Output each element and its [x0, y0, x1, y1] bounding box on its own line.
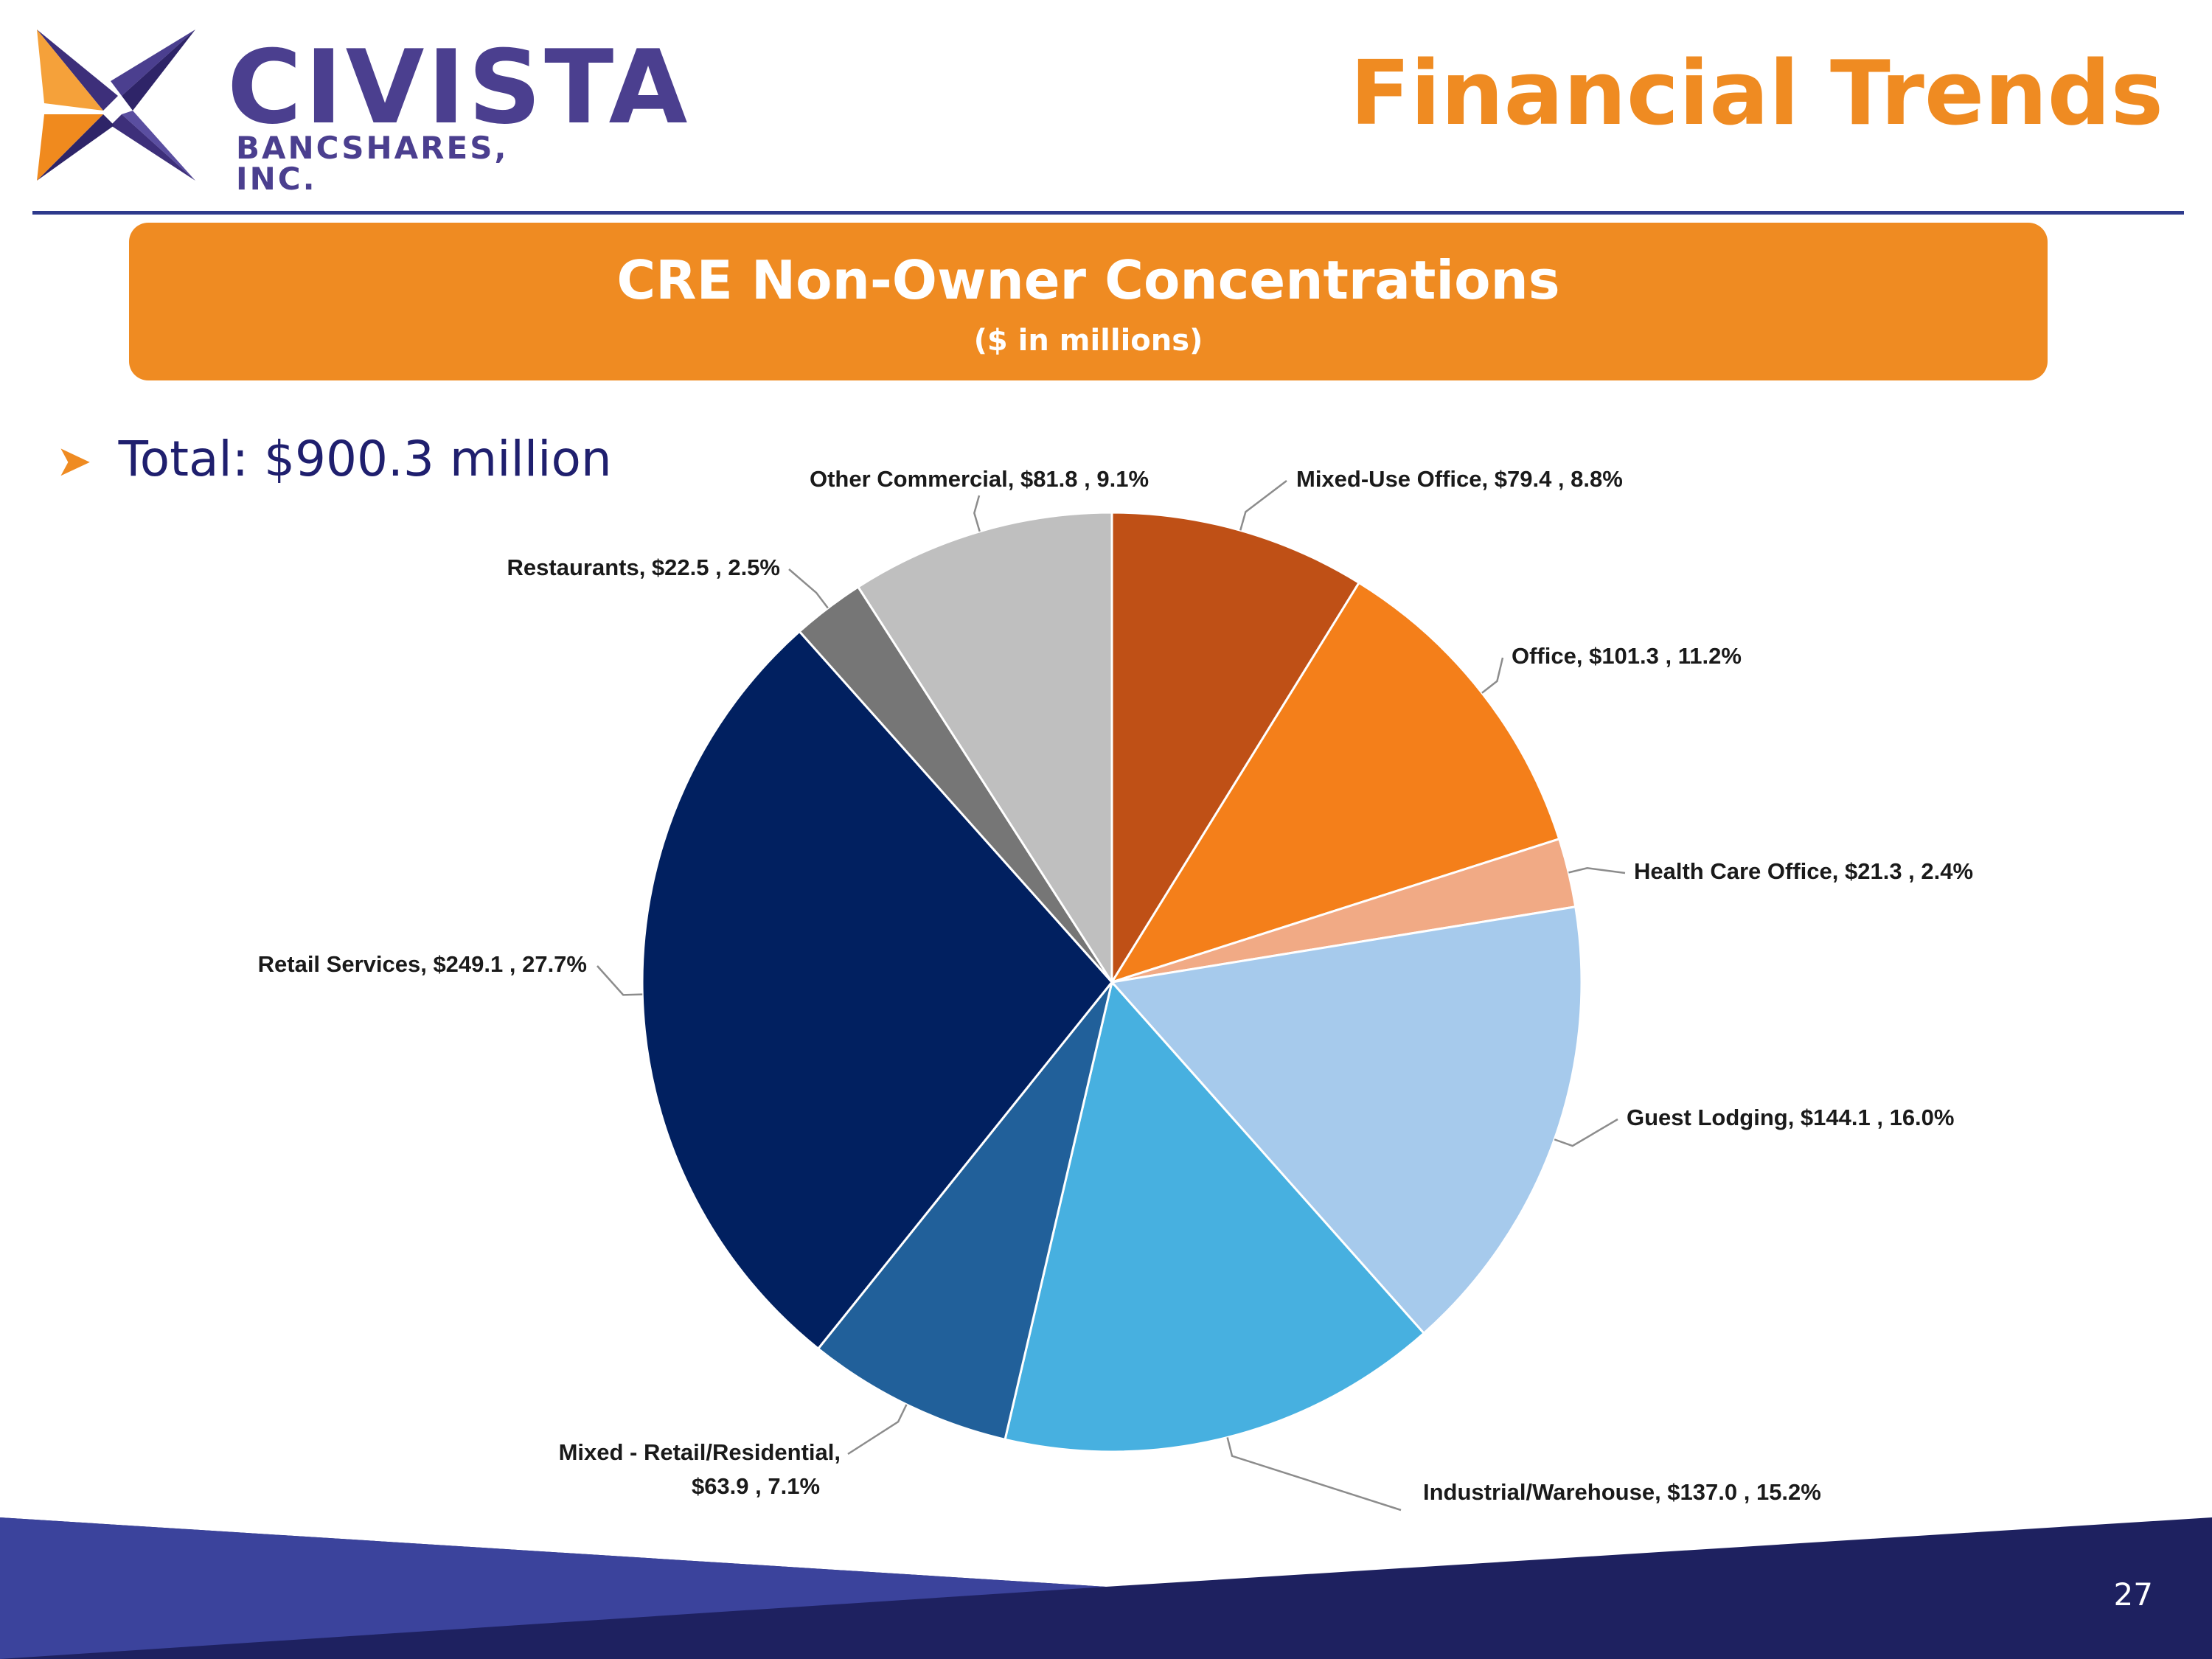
pie-slice-retail-services — [641, 630, 1113, 1351]
leader-line — [1554, 1118, 1618, 1147]
title-divider — [32, 211, 2184, 215]
leader-line — [597, 965, 643, 996]
pie-slice-mixed-use-office — [1110, 511, 1361, 987]
pie-slice-mixed-retail-residential — [816, 981, 1113, 1441]
banner-subtitle: ($ in millions) — [973, 324, 1203, 358]
slice-label: Health Care Office, $21.3 , 2.4% — [1634, 858, 1973, 884]
slice-label: Other Commercial, $81.8 , 9.1% — [810, 466, 1149, 492]
company-logo: CIVISTA BANCSHARES, INC. — [29, 22, 687, 195]
slice-label: Mixed - Retail/Residential, — [559, 1439, 841, 1465]
slice-label: Industrial/Warehouse, $137.0 , 15.2% — [1423, 1479, 1821, 1505]
page-number: 27 — [2113, 1576, 2153, 1613]
logo-subtitle: BANCSHARES, INC. — [236, 130, 509, 197]
slice-label: Restaurants, $22.5 , 2.5% — [507, 554, 780, 580]
footer-band — [0, 1517, 2212, 1659]
pie-slice-other-commercial — [856, 511, 1113, 987]
leader-line — [847, 1404, 908, 1455]
logo-wordmark: CIVISTA — [227, 28, 691, 147]
slice-label: Mixed-Use Office, $79.4 , 8.8% — [1296, 466, 1623, 492]
slice-label: Retail Services, $249.1 , 27.7% — [258, 951, 587, 977]
pie-slice-guest-lodging — [1110, 905, 1583, 1335]
section-banner: CRE Non-Owner Concentrations ($ in milli… — [129, 223, 2048, 380]
slice-label-line2: $63.9 , 7.1% — [692, 1473, 820, 1499]
slice-label: Office, $101.3 , 11.2% — [1512, 643, 1742, 669]
leader-line — [1568, 867, 1626, 874]
slice-label: Guest Lodging, $144.1 , 16.0% — [1627, 1105, 1954, 1130]
banner-title: CRE Non-Owner Concentrations — [616, 249, 1560, 311]
leader-line — [1481, 657, 1504, 694]
total-bullet: ➤ Total: $900.3 million — [56, 435, 612, 484]
pie-slice-industrial-warehouse — [1004, 979, 1426, 1453]
slide-title: Financial Trends — [1349, 43, 2163, 145]
leader-line — [788, 568, 829, 609]
arrow-bullet-icon: ➤ — [56, 436, 92, 486]
leader-line — [1226, 1437, 1402, 1512]
total-text: Total: $900.3 million — [118, 431, 612, 487]
leader-line — [1239, 480, 1287, 531]
leader-line — [973, 495, 981, 532]
logo-star-icon — [37, 29, 195, 181]
